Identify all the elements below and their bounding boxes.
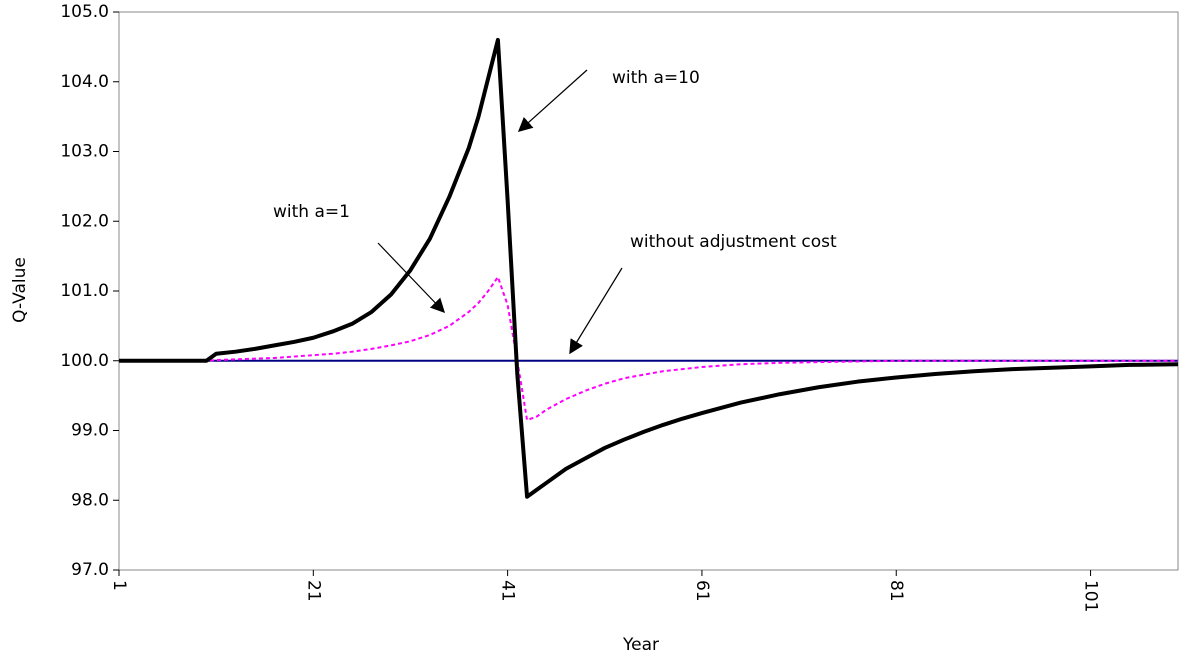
y-tick-label: 101.0 bbox=[60, 281, 109, 301]
plot-frame bbox=[118, 11, 1179, 571]
x-tick-label: 1 bbox=[109, 580, 129, 591]
x-tick-label: 41 bbox=[498, 580, 518, 602]
y-tick-label: 97.0 bbox=[71, 560, 109, 580]
annotation: without adjustment cost bbox=[630, 232, 837, 252]
y-tick-label: 105.0 bbox=[60, 2, 109, 22]
arrow bbox=[517, 69, 588, 132]
y-tick-label: 99.0 bbox=[71, 421, 109, 441]
arrow bbox=[377, 242, 445, 314]
x-tick-label: 21 bbox=[303, 580, 323, 602]
series-line bbox=[119, 37, 1179, 499]
y-tick-label: 103.0 bbox=[60, 142, 109, 162]
x-tick-label: 101 bbox=[1081, 580, 1101, 612]
y-tick-label: 100.0 bbox=[60, 351, 109, 371]
annotation: with a=1 bbox=[273, 202, 350, 222]
arrow bbox=[569, 267, 623, 355]
annotation: with a=10 bbox=[612, 68, 700, 88]
y-axis-label: Q-Value bbox=[10, 257, 30, 323]
x-axis-label: Year bbox=[622, 635, 659, 655]
y-tick-label: 104.0 bbox=[60, 72, 109, 92]
x-tick-label: 81 bbox=[886, 580, 906, 602]
y-tick-label: 102.0 bbox=[60, 211, 109, 231]
series-line bbox=[119, 276, 1178, 422]
y-tick-label: 98.0 bbox=[71, 490, 109, 510]
x-tick-label: 61 bbox=[692, 580, 712, 602]
